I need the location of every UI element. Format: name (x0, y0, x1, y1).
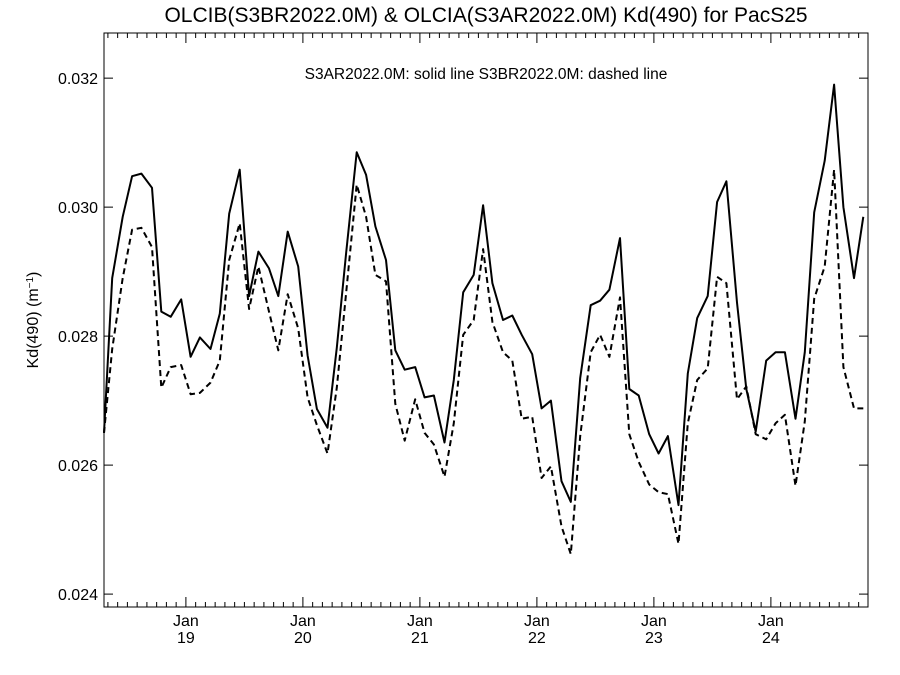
legend-annotation: S3AR2022.0M: solid line S3BR2022.0M: das… (305, 66, 668, 83)
chart-title: OLCIB(S3BR2022.0M) & OLCIA(S3AR2022.0M) … (164, 4, 807, 27)
x-tick-label-month: Jan (290, 613, 316, 630)
y-tick-label: 0.028 (58, 329, 98, 346)
y-tick-label: 0.024 (58, 587, 98, 604)
x-tick-label-year: 23 (645, 630, 663, 647)
series-layer (103, 83, 865, 556)
x-tick-label-year: 20 (294, 630, 312, 647)
series-line-solid (103, 83, 865, 507)
x-tick-label-month: Jan (758, 613, 784, 630)
y-axis-label: Kd(490) (m−1) (25, 272, 43, 369)
y-tick-label: 0.026 (58, 458, 98, 475)
x-tick-label-month: Jan (524, 613, 550, 630)
x-tick-label-year: 22 (528, 630, 546, 647)
x-tick-label-year: 21 (411, 630, 429, 647)
plot-frame (103, 32, 869, 608)
series-line-dashed (103, 168, 864, 556)
x-tick-label-month: Jan (407, 613, 433, 630)
x-tick-label-month: Jan (173, 613, 199, 630)
y-tick-label: 0.030 (58, 200, 98, 217)
x-tick-label-year: 24 (762, 630, 780, 647)
y-axis-ticks: 0.024 0.026 0.028 0.030 0.032 (58, 71, 868, 604)
x-tick-label-month: Jan (641, 613, 667, 630)
y-tick-label: 0.032 (58, 71, 98, 88)
x-tick-label-year: 19 (177, 630, 195, 647)
